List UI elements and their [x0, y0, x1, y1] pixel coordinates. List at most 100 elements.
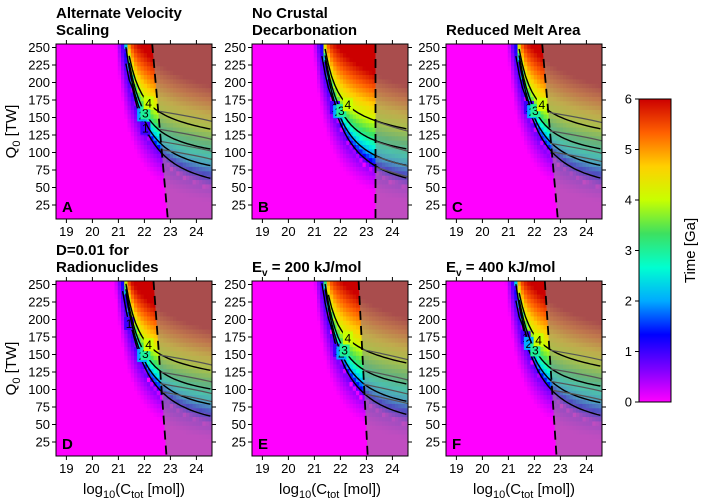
heatmap-cell: [134, 192, 138, 198]
heatmap-cell: [101, 65, 106, 71]
heatmap-cell: [56, 100, 60, 106]
heatmap-cell: [304, 61, 308, 67]
heatmap-cell: [446, 175, 450, 181]
heatmap-cell: [533, 175, 538, 181]
heatmap-cell: [326, 127, 331, 132]
heatmap-cell: [111, 79, 115, 84]
heatmap-cell: [369, 210, 373, 216]
heatmap-cell: [320, 127, 324, 132]
heatmap-cell: [271, 109, 276, 115]
heatmap-cell: [261, 83, 266, 89]
heatmap-cell: [88, 44, 93, 49]
heatmap-cell: [452, 131, 457, 137]
heatmap-cell: [114, 114, 119, 119]
heatmap-cell: [274, 96, 279, 102]
heatmap-cell: [352, 122, 357, 128]
heatmap-cell: [252, 131, 256, 137]
heatmap-cell: [287, 87, 292, 93]
heatmap-cell: [346, 48, 350, 54]
heatmap-cell: [150, 157, 154, 163]
heatmap-cell: [446, 162, 450, 167]
heatmap-cell: [359, 118, 363, 124]
heatmap-cell: [527, 214, 531, 219]
heatmap-cell: [104, 205, 109, 211]
heatmap-cell: [310, 162, 315, 167]
heatmap-cell: [271, 157, 276, 163]
heatmap-cell: [352, 118, 357, 124]
heatmap-cell: [252, 48, 256, 54]
panel-frame: [251, 43, 409, 220]
heatmap-cell: [278, 122, 282, 128]
heatmap-cell: [101, 149, 106, 154]
heatmap-cell: [530, 157, 535, 163]
heatmap-cell: [88, 153, 93, 159]
heatmap-cell: [359, 184, 363, 189]
heatmap-cell: [91, 135, 96, 141]
heatmap-cell: [88, 205, 93, 211]
heatmap-cell: [59, 175, 63, 181]
heatmap-cell: [540, 166, 544, 172]
heatmap-cell: [330, 118, 334, 124]
heatmap-cell: [372, 87, 376, 93]
heatmap-cell: [546, 184, 551, 189]
heatmap-cell: [352, 131, 357, 137]
heatmap-cell: [108, 52, 112, 58]
heatmap-cell: [85, 201, 89, 207]
heatmap-cell: [101, 157, 106, 163]
heatmap-cell: [101, 87, 106, 93]
heatmap-cell: [455, 175, 460, 181]
heatmap-cell: [284, 44, 289, 49]
heatmap-cell: [349, 184, 354, 189]
heatmap-cell: [346, 83, 350, 89]
heatmap-cell: [75, 100, 80, 106]
heatmap-cell: [284, 192, 289, 198]
heatmap-cell: [111, 127, 115, 132]
heatmap-cell: [478, 188, 483, 194]
heatmap-cell: [104, 162, 109, 167]
heatmap-cell: [291, 70, 295, 76]
heatmap-cell: [56, 197, 60, 202]
heatmap-cell: [75, 61, 80, 67]
heatmap-cell: [543, 214, 548, 219]
heatmap-cell: [317, 57, 321, 62]
heatmap-cell: [365, 48, 370, 54]
heatmap-cell: [339, 157, 344, 163]
heatmap-cell: [117, 197, 122, 202]
heatmap-cell: [465, 210, 470, 216]
heatmap-cell: [369, 188, 373, 194]
heatmap-cell: [69, 70, 73, 76]
heatmap-cell: [498, 127, 502, 132]
heatmap-cell: [85, 205, 89, 211]
heatmap-cell: [252, 205, 256, 211]
heatmap-cell: [307, 166, 311, 172]
heatmap-cell: [124, 131, 128, 137]
heatmap-cell: [478, 135, 483, 141]
heatmap-cell: [95, 149, 99, 154]
heatmap-cell: [524, 214, 528, 219]
heatmap-cell: [95, 109, 99, 115]
heatmap-cell: [82, 57, 86, 62]
heatmap-cell: [101, 127, 106, 132]
heatmap-cell: [265, 92, 269, 97]
heatmap-cell: [498, 153, 502, 159]
heatmap-cell: [320, 100, 324, 106]
heatmap-cell: [117, 122, 122, 128]
heatmap-cell: [307, 79, 311, 84]
heatmap-cell: [261, 57, 266, 62]
heatmap-cell: [124, 179, 128, 185]
heatmap-cell: [369, 105, 373, 111]
heatmap-cell: [82, 192, 86, 198]
heatmap-cell: [101, 52, 106, 58]
heatmap-cell: [62, 214, 67, 219]
heatmap-cell: [98, 57, 102, 62]
heatmap-cell: [313, 92, 318, 97]
heatmap-cell: [530, 192, 535, 198]
heatmap-cell: [111, 61, 115, 67]
panel-c: 1234255075100125150175200225250192021222…: [418, 22, 606, 239]
heatmap-cell: [104, 179, 109, 185]
heatmap-cell: [271, 57, 276, 62]
heatmap-cell: [274, 131, 279, 137]
heatmap-cell: [108, 205, 112, 211]
heatmap-cell: [284, 197, 289, 202]
heatmap-cell: [291, 157, 295, 163]
